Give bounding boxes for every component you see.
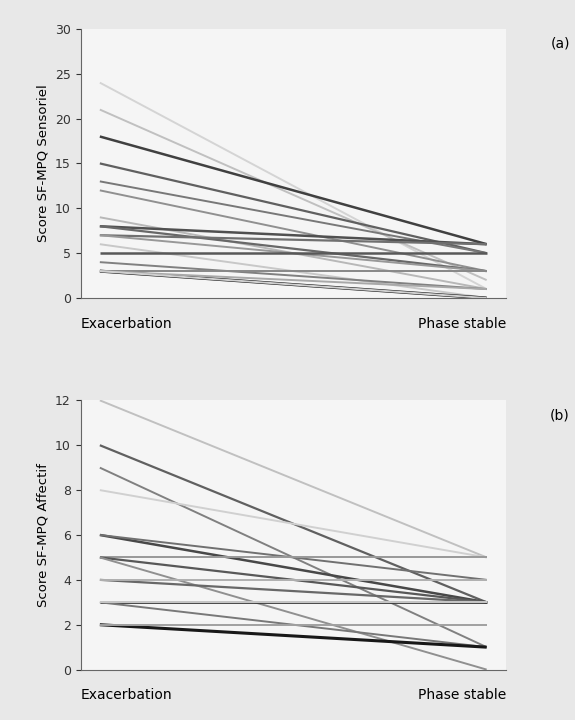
Text: (a): (a) <box>550 37 570 51</box>
Text: Phase stable: Phase stable <box>418 317 506 331</box>
Text: Exacerbation: Exacerbation <box>81 688 172 703</box>
Text: (b): (b) <box>550 408 570 423</box>
Y-axis label: Score SF-MPQ Sensoriel: Score SF-MPQ Sensoriel <box>36 84 49 243</box>
Text: Exacerbation: Exacerbation <box>81 317 172 331</box>
Y-axis label: Score SF-MPQ Affectif: Score SF-MPQ Affectif <box>36 463 49 607</box>
Text: Phase stable: Phase stable <box>418 688 506 703</box>
